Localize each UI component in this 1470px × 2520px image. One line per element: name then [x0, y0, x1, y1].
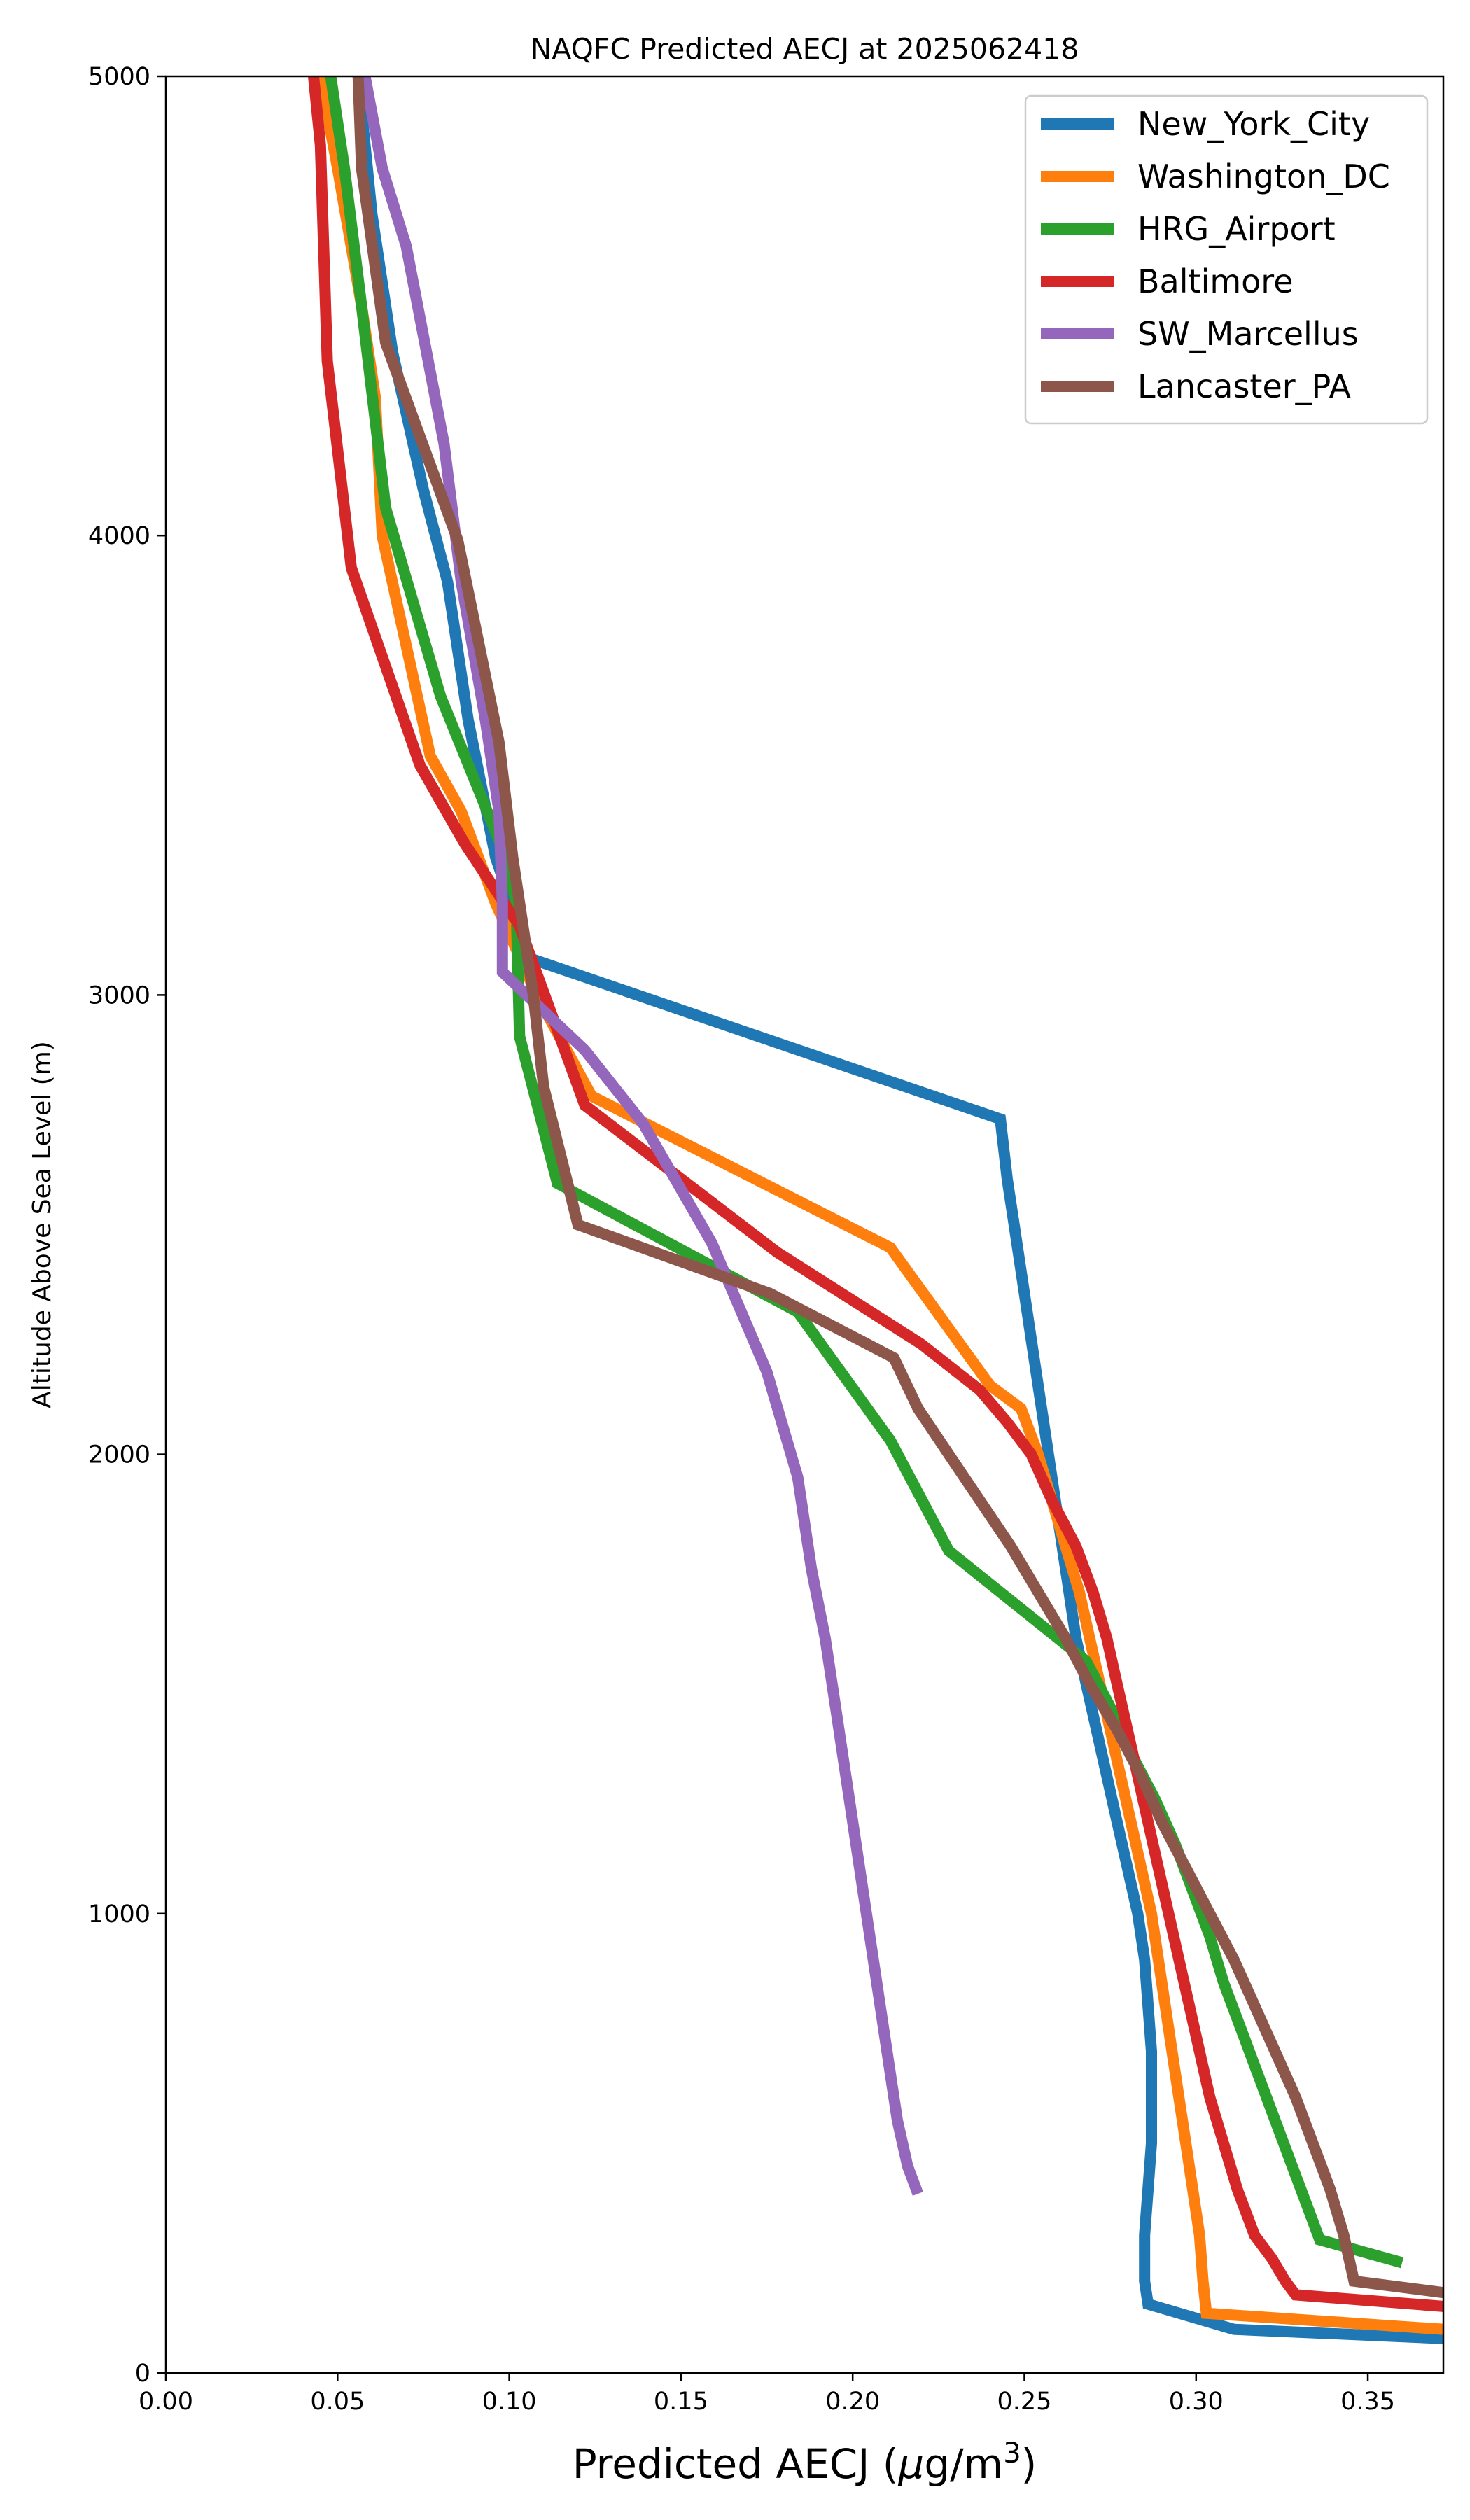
legend-label: New_York_City	[1138, 105, 1370, 143]
y-axis-ticks: 0 1000 2000 3000 4000 5000	[88, 63, 166, 2388]
legend-label: Baltimore	[1138, 262, 1294, 300]
chart-title: NAQFC Predicted AECJ at 2025062418	[531, 32, 1079, 66]
y-tick-label: 0	[135, 2360, 150, 2388]
x-axis-label-prefix: Predicted AECJ (	[573, 2440, 899, 2488]
series-layer	[308, 76, 1443, 2344]
x-tick-label: 0.10	[482, 2388, 537, 2416]
series-line-washington-dc	[314, 76, 1443, 2335]
series-line-lancaster-pa	[352, 76, 1443, 2299]
x-tick-label: 0.00	[139, 2388, 193, 2416]
legend-box	[1024, 94, 1429, 425]
x-axis-ticks: 0.00 0.05 0.10 0.15 0.20 0.25 0.30 0.35	[139, 2373, 1395, 2416]
x-tick-label: 0.05	[310, 2388, 365, 2416]
x-axis-label-mu: μ	[897, 2440, 924, 2488]
x-tick-label: 0.30	[1169, 2388, 1224, 2416]
y-tick-label: 5000	[88, 63, 150, 91]
y-tick-label: 2000	[88, 1441, 150, 1469]
series-line-baltimore	[308, 76, 1443, 2312]
legend-label: Lancaster_PA	[1138, 368, 1351, 405]
legend-label: HRG_Airport	[1138, 210, 1336, 248]
y-tick-label: 1000	[88, 1900, 150, 1928]
series-line-hrg-airport	[325, 76, 1404, 2269]
y-tick-label: 4000	[88, 522, 150, 550]
plot-area	[164, 75, 1445, 2374]
axes-frame	[164, 75, 1445, 2374]
x-tick-label: 0.20	[825, 2388, 880, 2416]
x-axis-label-unit: g/m	[924, 2440, 1003, 2488]
legend-label: SW_Marcellus	[1138, 315, 1359, 353]
legend-label: Washington_DC	[1138, 158, 1390, 195]
y-tick-label: 3000	[88, 981, 150, 1009]
x-axis-label-sup: 3	[1003, 2437, 1021, 2470]
y-axis-label: Altitude Above Sea Level (m)	[28, 1041, 57, 1408]
x-tick-label: 0.25	[997, 2388, 1052, 2416]
x-tick-label: 0.35	[1340, 2388, 1395, 2416]
legend: New_York_City Washington_DC HRG_Airport Bal…	[1024, 94, 1429, 425]
x-axis-label: Predicted AECJ (μg/m3)	[573, 2437, 1037, 2488]
x-tick-label: 0.15	[654, 2388, 708, 2416]
x-axis-label-suffix: )	[1021, 2440, 1037, 2488]
